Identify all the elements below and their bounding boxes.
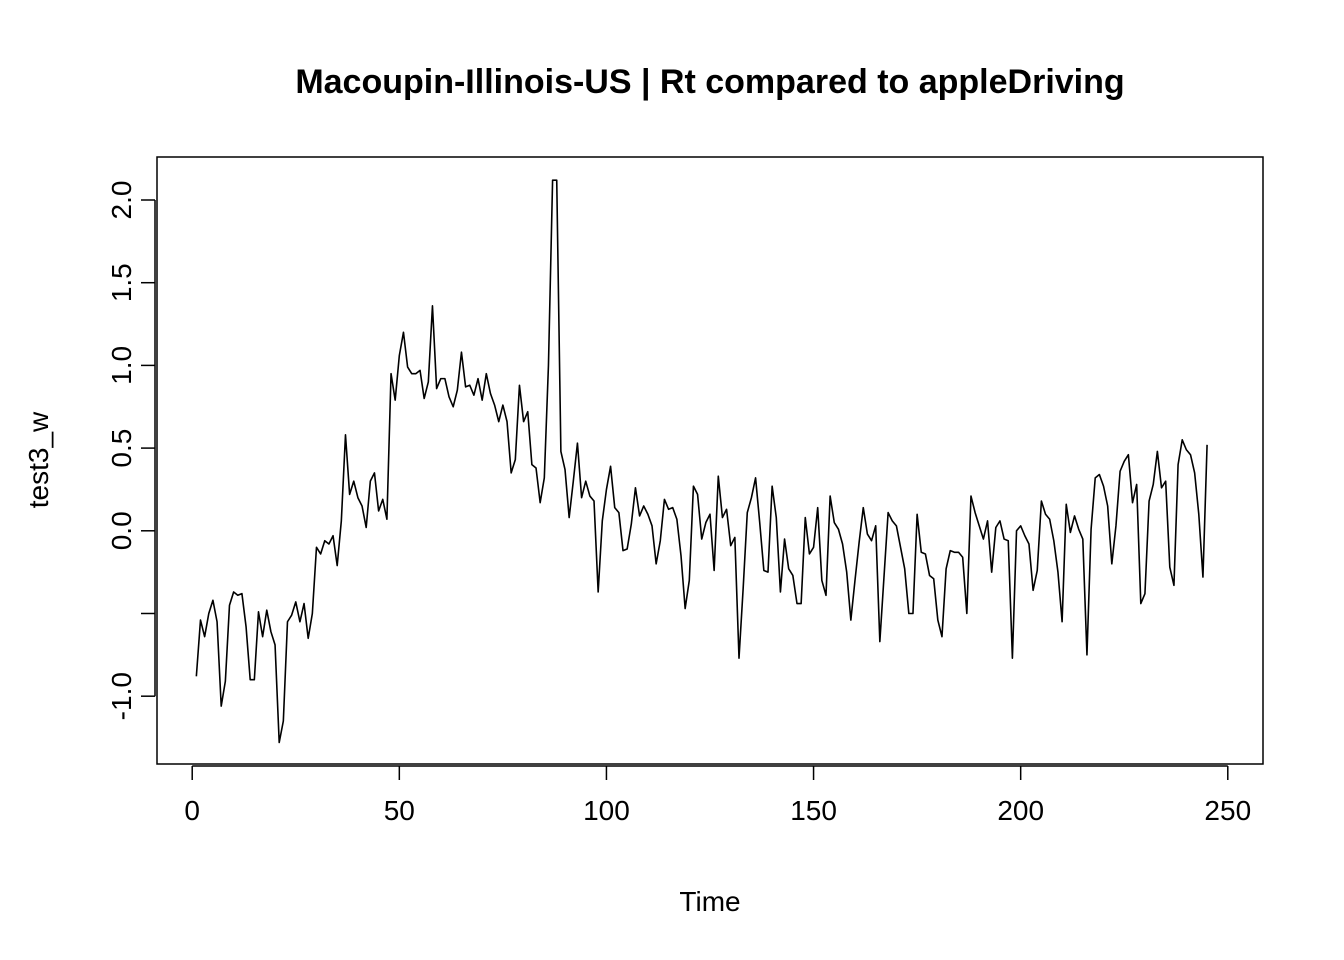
y-axis: -1.0 0.0 0.5 1.0 1.5 2.0 (106, 181, 155, 721)
y-tick-label: 1.0 (106, 346, 137, 385)
y-tick-label: 2.0 (106, 181, 137, 220)
x-tick-label: 150 (790, 795, 837, 826)
series-line (196, 180, 1207, 742)
x-tick-label: 250 (1204, 795, 1251, 826)
chart-title: Macoupin-Illinois-US | Rt compared to ap… (295, 63, 1124, 101)
y-tick-label: 1.5 (106, 263, 137, 302)
x-tick-label: 200 (997, 795, 1044, 826)
y-tick-label: 0.0 (106, 511, 137, 550)
x-tick-label: 0 (184, 795, 200, 826)
y-tick-label: -1.0 (106, 672, 137, 720)
y-tick-label: 0.5 (106, 429, 137, 468)
x-tick-label: 50 (384, 795, 415, 826)
x-tick-label: 100 (583, 795, 630, 826)
x-axis-label: Time (679, 886, 740, 917)
y-axis-label: test3_w (23, 411, 54, 508)
plot-frame (157, 157, 1263, 764)
x-axis: 0 50 100 150 200 250 (184, 766, 1251, 826)
